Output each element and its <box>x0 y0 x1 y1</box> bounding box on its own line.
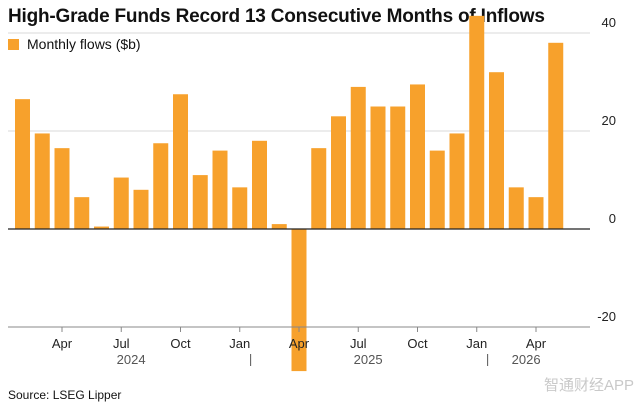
bar <box>94 226 109 229</box>
bar <box>410 84 425 229</box>
year-label: 2026 <box>512 352 541 367</box>
bar <box>370 106 386 229</box>
bar <box>133 189 149 229</box>
x-tick-label: Apr <box>289 336 310 351</box>
x-tick-label: Apr <box>52 336 73 351</box>
x-tick-label: Jan <box>229 336 250 351</box>
bar <box>271 224 287 229</box>
bar <box>489 72 504 229</box>
y-tick-label: 0 <box>609 211 616 226</box>
bar <box>469 15 485 229</box>
bar <box>74 197 90 229</box>
x-tick-label: Oct <box>170 336 191 351</box>
x-tick-label: Jul <box>113 336 130 351</box>
bar <box>331 116 346 229</box>
bar <box>192 175 208 229</box>
bar <box>15 99 30 230</box>
bar <box>291 229 307 372</box>
x-tick-label: Apr <box>526 336 547 351</box>
bar <box>113 177 129 229</box>
legend: Monthly flows ($b) <box>8 36 141 52</box>
bar <box>232 187 248 229</box>
x-tick-label: Oct <box>407 336 428 351</box>
bar <box>173 94 188 229</box>
bar <box>390 106 406 229</box>
x-tick-label: Jan <box>466 336 487 351</box>
year-label: 2025 <box>354 352 383 367</box>
bar <box>34 133 50 229</box>
legend-label: Monthly flows ($b) <box>27 36 141 52</box>
y-tick-label: -20 <box>597 309 616 324</box>
y-tick-label: 20 <box>602 113 616 128</box>
legend-swatch <box>8 38 19 50</box>
bar <box>449 133 465 229</box>
bar <box>153 143 169 229</box>
bar <box>212 150 228 229</box>
source-note: Source: LSEG Lipper <box>8 388 122 402</box>
x-tick-label: Jul <box>350 336 367 351</box>
chart-title: High-Grade Funds Record 13 Consecutive M… <box>8 6 545 27</box>
bar <box>252 140 267 229</box>
y-tick-label: 40 <box>602 15 616 30</box>
watermark: 智通财经APP <box>543 377 634 394</box>
year-label: 2024 <box>117 352 146 367</box>
bar <box>528 197 544 229</box>
bar <box>350 86 366 230</box>
bar <box>429 150 445 229</box>
bar <box>54 148 70 229</box>
bar <box>311 148 327 229</box>
bar <box>548 42 564 229</box>
bar <box>508 187 524 229</box>
